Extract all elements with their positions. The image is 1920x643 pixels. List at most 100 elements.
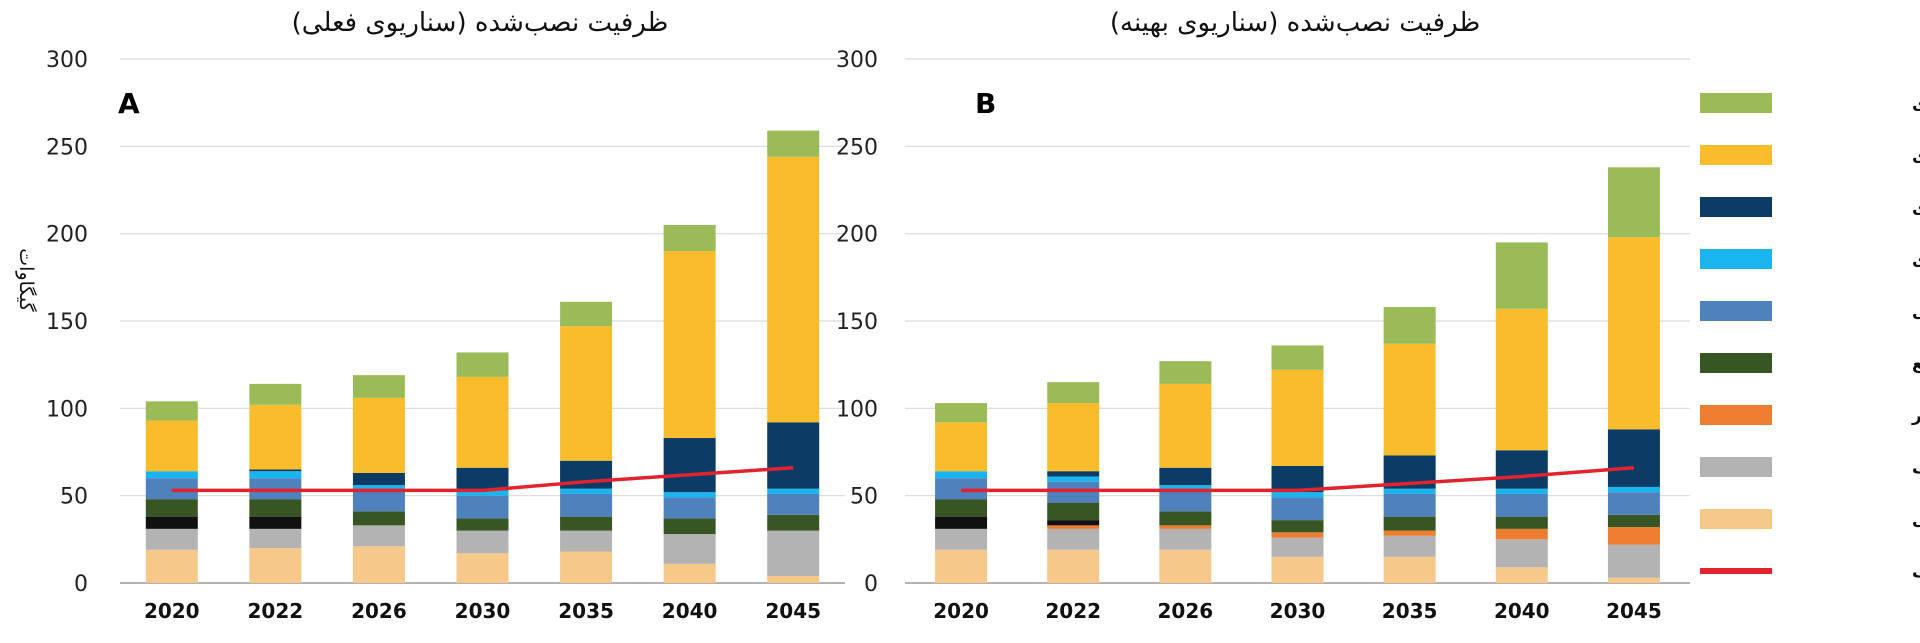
bar-segment	[1495, 567, 1548, 583]
bar-segment	[560, 493, 613, 517]
bar-segment	[145, 471, 198, 479]
y-tick-label: 100	[46, 397, 88, 422]
bar-segment	[1271, 537, 1324, 557]
x-tick-label: 2020	[933, 599, 989, 623]
bar-segment	[767, 488, 820, 494]
bar-segment	[1271, 520, 1324, 533]
bar-segment	[1047, 502, 1100, 521]
bar-segment	[1271, 369, 1324, 466]
bar-segment	[767, 514, 820, 531]
bar-segment	[1159, 485, 1212, 491]
x-tick-label: 2022	[1045, 599, 1101, 623]
bar-segment	[145, 528, 198, 550]
x-tick-label: 2045	[1606, 599, 1662, 623]
bar-segment	[1159, 383, 1212, 468]
bar-segment	[1495, 539, 1548, 568]
bar-segment	[560, 301, 613, 327]
legend-swatch	[1700, 457, 1772, 477]
bar-segment	[1607, 544, 1660, 578]
bar-segment	[1383, 556, 1436, 583]
bar-segment	[767, 422, 820, 489]
bar-segment	[1495, 308, 1548, 451]
legend-label: نیروگاه بار پیک	[1912, 457, 1920, 478]
bar-segment	[1047, 525, 1100, 529]
bar-segment	[1383, 488, 1436, 494]
x-tick-label: 2045	[765, 599, 821, 623]
y-tick-label: 250	[836, 135, 878, 160]
bar-segment	[249, 469, 302, 472]
bar-segment	[935, 403, 988, 423]
bar-segment	[249, 516, 302, 529]
y-tick-label: 0	[74, 572, 88, 597]
y-tick-label: 200	[46, 223, 88, 248]
bar-segment	[456, 376, 509, 468]
bar-segment	[1383, 535, 1436, 557]
bar-segment	[560, 488, 613, 494]
bar-segment	[249, 471, 302, 479]
chart-panel-a: 0 50 100 150 200 250 300 2020 2022 2026 2030 2035 20…	[15, 8, 845, 623]
bar-segment	[1159, 361, 1212, 384]
bar-segment	[935, 471, 988, 479]
bar-segment	[1383, 343, 1436, 456]
bar-segment	[456, 553, 509, 583]
bar-segment	[352, 525, 405, 547]
legend-label: بادی	[1912, 94, 1920, 114]
x-tick-label: 2020	[144, 599, 200, 623]
legend-label: نیروگاه سیکل ترکیبی	[1912, 509, 1920, 530]
bar-segment	[352, 485, 405, 491]
bar-segment	[767, 493, 820, 515]
bar-segment	[663, 534, 716, 564]
bar-segment	[456, 530, 509, 554]
x-tick-label: 2026	[1158, 599, 1214, 623]
x-tick-label: 2026	[351, 599, 407, 623]
bar-segment	[767, 130, 820, 157]
bar-segment	[1495, 493, 1548, 517]
bar-segment	[1383, 530, 1436, 536]
y-axis-label: گیگاوات	[15, 248, 38, 312]
x-tick-label: 2035	[558, 599, 614, 623]
peak-load-line	[961, 465, 1635, 493]
legend-label: نیروگاه بار متغیر	[1911, 405, 1920, 426]
bar-segment	[1607, 167, 1660, 238]
y-tick-label: 50	[60, 485, 88, 510]
y-tick-label: 100	[836, 397, 878, 422]
bar-segment	[1271, 345, 1324, 370]
legend-swatch	[1700, 353, 1772, 373]
bar-segment	[767, 530, 820, 577]
bar-segment	[352, 490, 405, 512]
bar-segment	[1607, 429, 1660, 487]
bar-segment	[1047, 520, 1100, 526]
bar-segment	[663, 518, 716, 535]
bar-segment	[352, 397, 405, 473]
bar-segment	[1159, 467, 1212, 486]
bar-segment	[1047, 549, 1100, 583]
x-tick-label: 2022	[248, 599, 304, 623]
bar-segment	[249, 404, 302, 470]
bar-segment	[663, 497, 716, 519]
bar-segment	[1271, 492, 1324, 498]
bar-segment	[1495, 242, 1548, 309]
bar-segment	[1271, 532, 1324, 538]
bar-segment	[1159, 528, 1212, 550]
bar-segment	[1607, 514, 1660, 528]
bar-segment	[767, 156, 820, 423]
x-tick-label: 2030	[455, 599, 511, 623]
bar-segment	[145, 401, 198, 421]
panel-label: B	[975, 87, 996, 120]
bar-segment	[1383, 307, 1436, 344]
x-tick-label: 2040	[662, 599, 718, 623]
bar-segment	[249, 383, 302, 405]
y-tick-label: 300	[46, 48, 88, 73]
bar-segment	[1047, 403, 1100, 472]
legend-label: برقابی	[1912, 302, 1920, 322]
bar-segment	[1159, 525, 1212, 529]
bar-segment	[352, 511, 405, 526]
bar-segment	[1047, 528, 1100, 550]
bar-segment	[1271, 556, 1324, 583]
bar-segment	[456, 518, 509, 531]
legend-label: برقابی ذخیره تلمبه‌ای	[1912, 250, 1920, 270]
bar-segment	[1495, 528, 1548, 540]
bar-segment	[663, 492, 716, 498]
bar-segment	[1047, 476, 1100, 482]
